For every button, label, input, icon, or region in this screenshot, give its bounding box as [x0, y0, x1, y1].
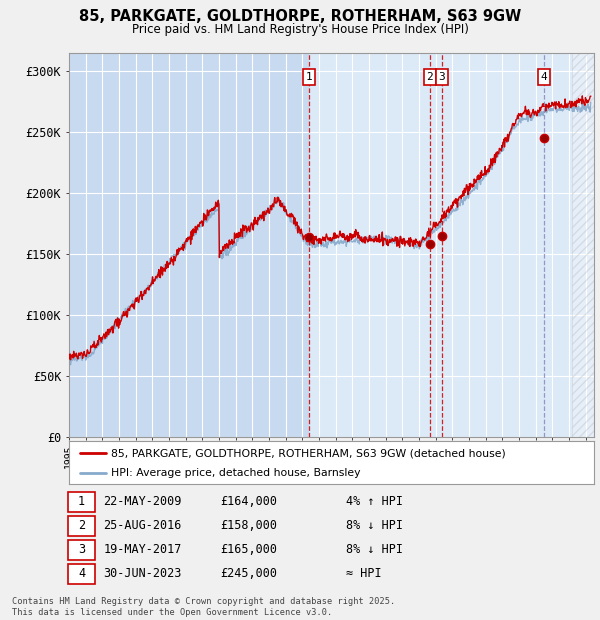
Text: 2: 2	[427, 72, 433, 82]
Text: 25-AUG-2016: 25-AUG-2016	[103, 520, 182, 533]
Text: £158,000: £158,000	[220, 520, 277, 533]
Text: Price paid vs. HM Land Registry's House Price Index (HPI): Price paid vs. HM Land Registry's House …	[131, 23, 469, 36]
Text: 4% ↑ HPI: 4% ↑ HPI	[346, 495, 403, 508]
Text: 8% ↓ HPI: 8% ↓ HPI	[346, 520, 403, 533]
Text: ≈ HPI: ≈ HPI	[346, 567, 382, 580]
Text: £245,000: £245,000	[220, 567, 277, 580]
Text: Contains HM Land Registry data © Crown copyright and database right 2025.
This d: Contains HM Land Registry data © Crown c…	[12, 598, 395, 617]
Text: 85, PARKGATE, GOLDTHORPE, ROTHERHAM, S63 9GW (detached house): 85, PARKGATE, GOLDTHORPE, ROTHERHAM, S63…	[111, 448, 506, 458]
Text: 4: 4	[541, 72, 547, 82]
Bar	[572, 53, 594, 437]
Text: 19-MAY-2017: 19-MAY-2017	[103, 543, 182, 556]
Text: HPI: Average price, detached house, Barnsley: HPI: Average price, detached house, Barn…	[111, 467, 361, 477]
Text: 85, PARKGATE, GOLDTHORPE, ROTHERHAM, S63 9GW: 85, PARKGATE, GOLDTHORPE, ROTHERHAM, S63…	[79, 9, 521, 24]
Text: 8% ↓ HPI: 8% ↓ HPI	[346, 543, 403, 556]
Text: 1: 1	[305, 72, 312, 82]
Text: £164,000: £164,000	[220, 495, 277, 508]
Text: 22-MAY-2009: 22-MAY-2009	[103, 495, 182, 508]
Text: 30-JUN-2023: 30-JUN-2023	[103, 567, 182, 580]
Text: 1: 1	[78, 495, 85, 508]
Text: 3: 3	[78, 543, 85, 556]
Text: 4: 4	[78, 567, 85, 580]
Text: 2: 2	[78, 520, 85, 533]
Bar	[309, 53, 594, 437]
Text: 3: 3	[439, 72, 445, 82]
Text: £165,000: £165,000	[220, 543, 277, 556]
